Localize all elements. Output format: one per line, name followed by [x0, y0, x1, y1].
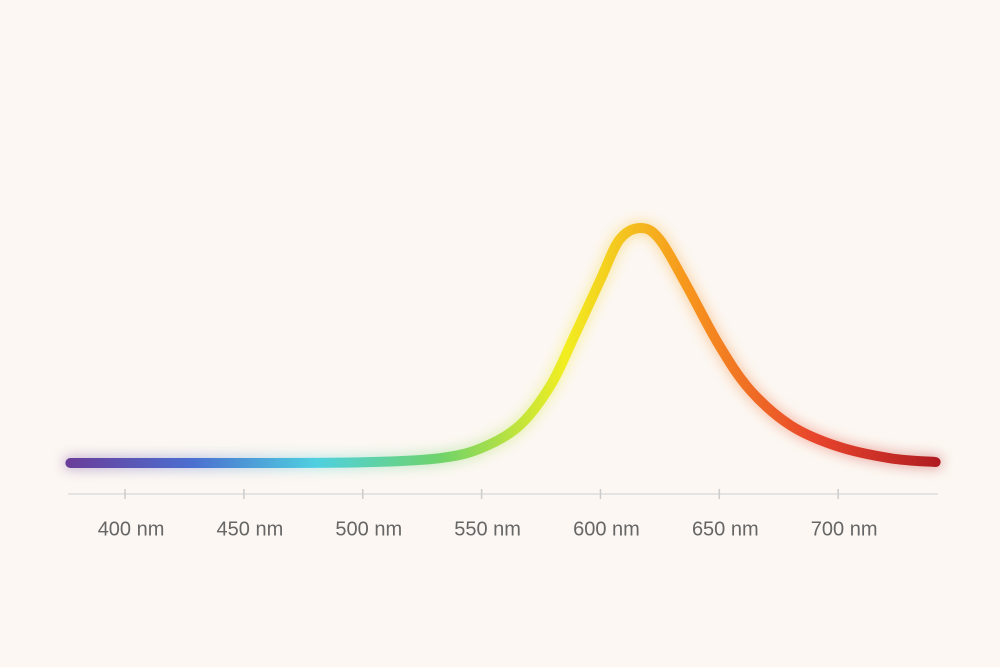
x-tick-label: 650 nm [692, 518, 759, 540]
x-tick-label: 450 nm [217, 518, 284, 540]
curve-glow [63, 220, 943, 471]
x-tick-label: 400 nm [98, 518, 165, 540]
x-tick-label: 500 nm [335, 518, 402, 540]
x-tick-label: 600 nm [573, 518, 640, 540]
x-tick-label: 550 nm [454, 518, 521, 540]
x-tick-label: 700 nm [811, 518, 878, 540]
spectrum-line [65, 223, 941, 469]
